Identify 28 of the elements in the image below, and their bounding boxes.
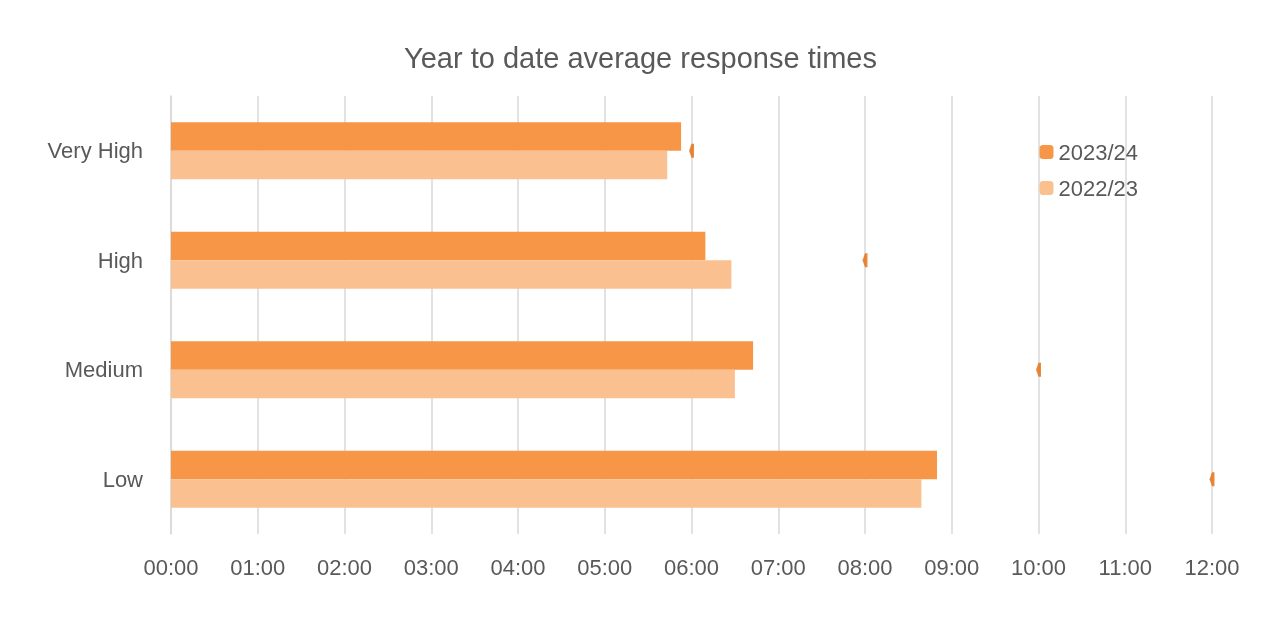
x-tick-label: 01:00 (230, 554, 286, 580)
x-tick-label: 04:00 (490, 554, 546, 580)
bar (171, 260, 732, 289)
chart-title: Year to date average response times (404, 41, 877, 74)
x-tick-label: 06:00 (663, 554, 720, 580)
bar (171, 450, 937, 480)
bar (171, 150, 668, 180)
x-tick-label: 11:00 (1098, 554, 1152, 580)
x-tick-label: 07:00 (750, 554, 806, 580)
bar (171, 122, 682, 151)
legend-label: 2022/23 (1058, 175, 1139, 201)
x-tick-label: 08:00 (837, 554, 893, 580)
y-tick-label: Medium (64, 357, 143, 383)
x-tick-label: 05:00 (577, 554, 633, 580)
bar (171, 479, 922, 508)
x-tick-label: 03:00 (403, 554, 459, 580)
y-tick-label: Low (102, 466, 144, 492)
y-tick-label: High (97, 247, 143, 273)
x-tick-label: 10:00 (1010, 554, 1067, 580)
x-tick-label: 09:00 (924, 554, 980, 580)
bar (171, 231, 706, 261)
x-tick-label: 02:00 (316, 554, 373, 580)
x-tick-label: 12:00 (1184, 554, 1240, 580)
bar (171, 369, 735, 399)
y-tick-label: Very High (47, 138, 143, 164)
legend-label: 2023/24 (1058, 139, 1139, 165)
x-tick-label: 00:00 (143, 554, 199, 580)
bar (171, 341, 754, 370)
